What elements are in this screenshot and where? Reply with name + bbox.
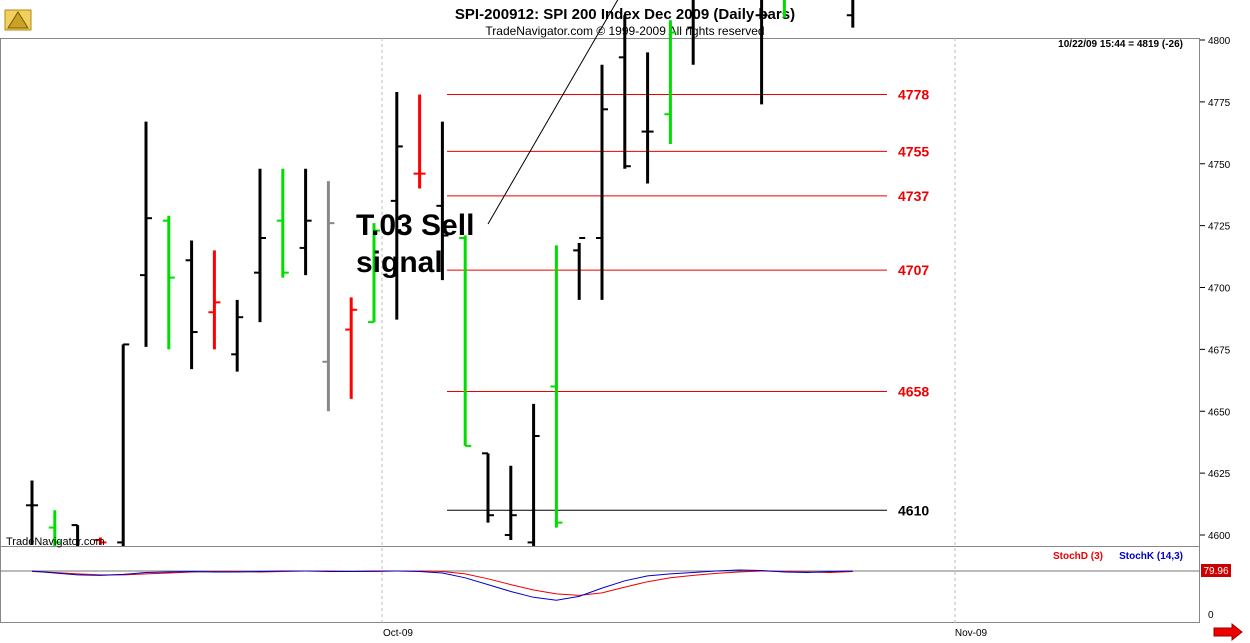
last-quote: 10/22/09 15:44 = 4819 (-26) — [1058, 39, 1183, 50]
y-tick-label: 4650 — [1208, 407, 1231, 418]
price-bar — [48, 510, 61, 546]
y-tick-label: 4600 — [1208, 531, 1231, 542]
price-bar — [345, 297, 358, 399]
price-bar — [94, 537, 107, 545]
level-label-4610: 4610 — [898, 502, 929, 518]
price-bar — [618, 15, 631, 169]
x-label-oct: Oct-09 — [383, 628, 413, 639]
scroll-right-icon[interactable] — [1213, 622, 1243, 642]
price-bar — [26, 480, 38, 545]
stochastic-panel — [0, 546, 1200, 623]
price-bar — [140, 121, 152, 347]
annotation-line1: T.03 Sell — [356, 209, 474, 242]
price-bar — [482, 452, 494, 523]
price-bar — [687, 0, 695, 65]
sell-signal-annotation: T.03 Sell signal — [356, 0, 619, 279]
stoch-k-line — [31, 569, 853, 601]
price-bar — [322, 181, 335, 412]
y-tick-label: 4700 — [1208, 284, 1231, 295]
annotation-arrow — [487, 0, 619, 225]
price-bar — [846, 0, 855, 28]
level-label-4755: 4755 — [898, 143, 929, 159]
price-bar — [185, 240, 198, 370]
stoch-axis-tick: 0 — [1208, 610, 1214, 621]
price-bar — [162, 215, 175, 350]
y-tick-label: 4675 — [1208, 345, 1231, 356]
price-bar — [71, 524, 80, 546]
y-tick-label: 4775 — [1208, 98, 1231, 109]
y-tick-label: 4625 — [1208, 469, 1231, 480]
annotation-line2: signal — [356, 246, 443, 279]
y-tick-label: 4800 — [1208, 36, 1231, 47]
level-label-4778: 4778 — [898, 86, 929, 102]
price-bar — [208, 250, 221, 350]
watermark: TradeNavigator.com — [6, 536, 105, 548]
level-label-4737: 4737 — [898, 188, 929, 204]
price-bar — [231, 299, 244, 372]
price-bar — [459, 235, 472, 447]
price-bar — [641, 52, 654, 184]
price-bar — [527, 403, 540, 546]
stoch-value-badge — [1201, 564, 1231, 577]
level-label-4658: 4658 — [898, 383, 929, 399]
price-levels: 4984497849424901477847554737470746584610 — [447, 86, 929, 518]
price-bar — [573, 237, 586, 300]
x-label-nov: Nov-09 — [955, 628, 988, 639]
price-bar — [504, 465, 517, 540]
price-bar — [117, 343, 130, 546]
price-bar — [436, 121, 449, 281]
price-bar — [664, 20, 677, 144]
price-bar — [299, 168, 312, 276]
price-bar — [390, 91, 403, 320]
price-bar — [596, 64, 608, 300]
chart-title: SPI-200912: SPI 200 Index Dec 2009 (Dail… — [455, 6, 795, 23]
price-bar — [413, 94, 426, 189]
price-bar — [755, 0, 768, 105]
price-bar — [254, 168, 266, 323]
price-bars — [26, 0, 855, 546]
stoch-value: 79.96 — [1203, 566, 1228, 577]
price-bar — [550, 245, 563, 528]
y-tick-label: 4750 — [1208, 160, 1231, 171]
price-bar — [276, 168, 289, 278]
trade-navigator-logo-icon[interactable] — [4, 9, 32, 31]
price-bar — [368, 223, 380, 324]
y-axis: 4600462546504675470047254750477548004825… — [1200, 36, 1231, 542]
price-panel — [0, 38, 1200, 547]
stoch-d-label: StochD (3) — [1053, 551, 1103, 562]
stoch-k-label: StochK (14,3) — [1119, 551, 1183, 562]
stoch-d-line — [31, 570, 853, 596]
level-label-4707: 4707 — [898, 262, 929, 278]
y-tick-label: 4725 — [1208, 222, 1231, 233]
price-bar — [782, 0, 786, 18]
